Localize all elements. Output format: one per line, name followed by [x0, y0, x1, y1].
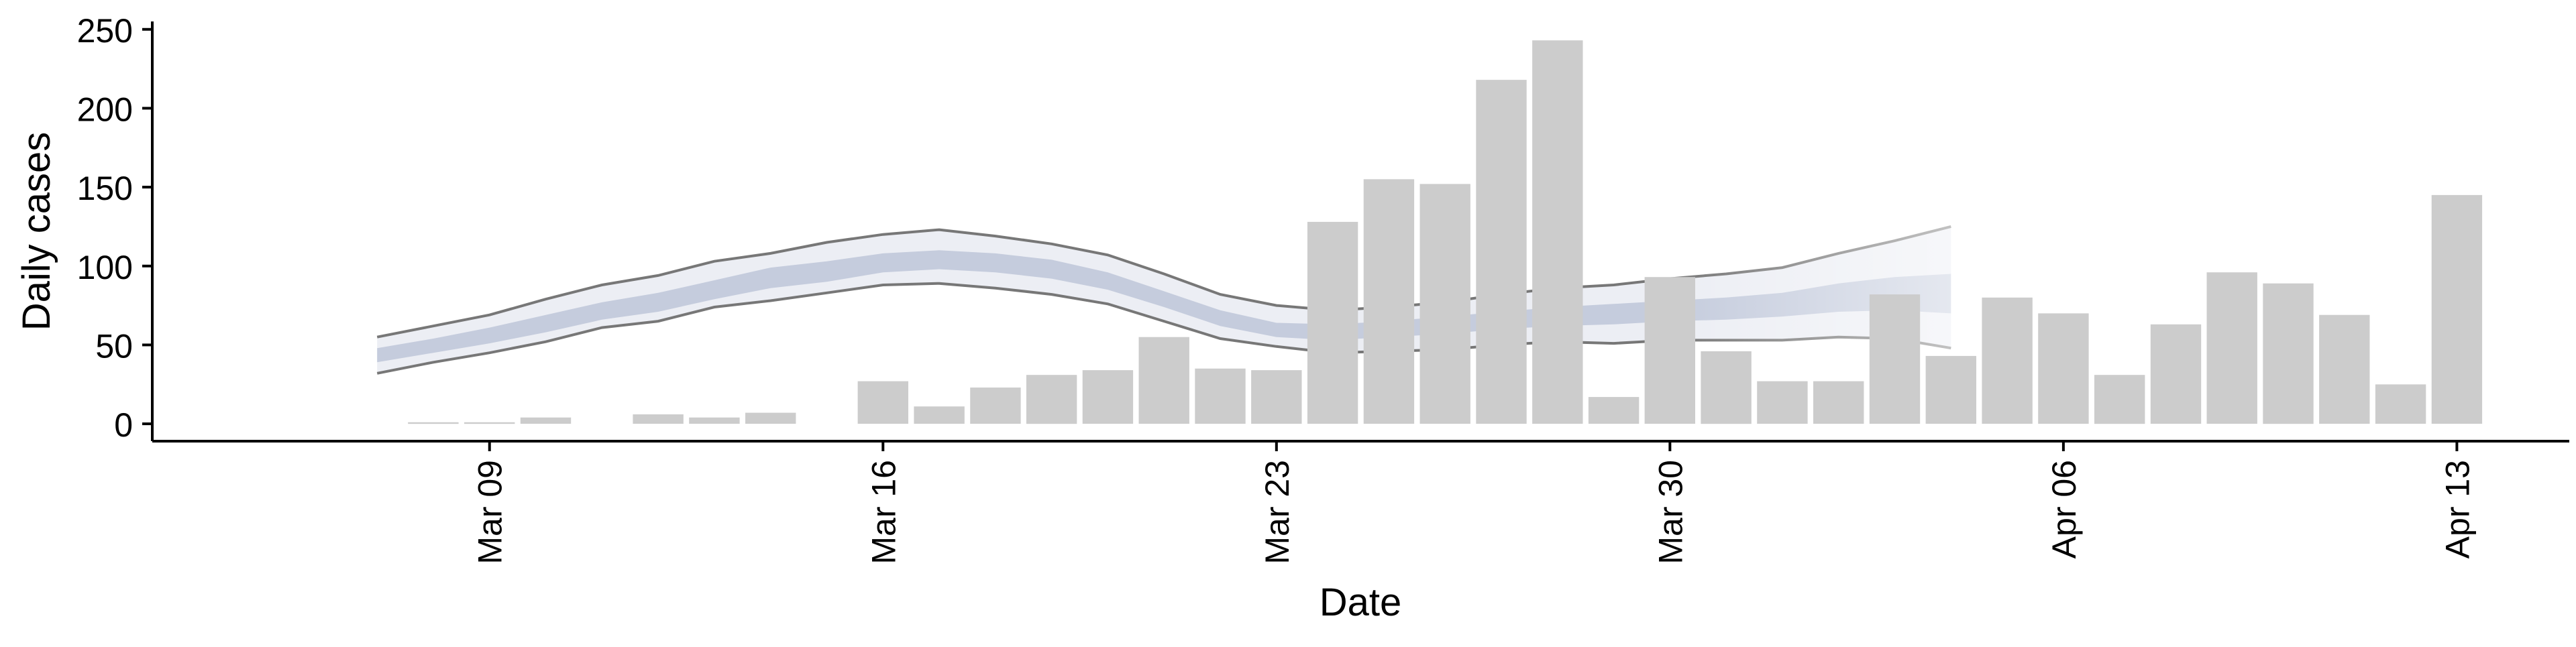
- bar: [1251, 370, 1302, 424]
- bar: [1307, 221, 1358, 424]
- x-tick-label: Mar 23: [1258, 460, 1296, 565]
- bar: [2375, 384, 2426, 424]
- x-tick-label: Mar 16: [865, 460, 902, 565]
- y-tick-label: 0: [114, 406, 133, 444]
- bar: [1532, 40, 1583, 424]
- bar: [464, 422, 515, 424]
- axes: [151, 21, 2569, 443]
- bar: [2206, 272, 2257, 424]
- bar: [408, 422, 459, 424]
- bar: [633, 414, 684, 424]
- bar: [2150, 324, 2202, 424]
- bar: [1419, 184, 1470, 424]
- x-axis-title: Date: [1320, 581, 1402, 624]
- bar: [1813, 381, 1864, 424]
- bar: [1588, 397, 1640, 424]
- y-tick-label: 250: [77, 12, 133, 50]
- x-tick-label: Mar 09: [472, 460, 509, 565]
- y-tick-label: 150: [77, 170, 133, 207]
- bar: [1476, 80, 1527, 424]
- bar: [1138, 337, 1189, 424]
- x-ticks: Mar 09 Mar 16 Mar 23 Mar 30 Apr 06 Apr 13: [472, 441, 2476, 565]
- bar: [857, 381, 908, 424]
- bar: [2263, 283, 2314, 424]
- y-ticks: 0 50 100 150 200 250: [77, 12, 152, 444]
- x-tick-label: Apr 06: [2045, 460, 2083, 558]
- bar: [2038, 313, 2089, 424]
- y-tick-label: 100: [77, 249, 133, 286]
- y-tick-label: 200: [77, 91, 133, 128]
- bar: [2094, 375, 2145, 424]
- bar: [1701, 351, 1752, 424]
- x-tick-label: Mar 30: [1652, 460, 1689, 565]
- bar: [1925, 355, 1976, 424]
- bar: [1026, 375, 1077, 424]
- bar: [914, 406, 965, 424]
- bar: [2319, 314, 2370, 424]
- bar: [2431, 194, 2483, 424]
- x-tick-label: Apr 13: [2438, 460, 2476, 558]
- bars: [408, 40, 2483, 424]
- y-axis-title: Daily cases: [15, 132, 58, 331]
- band-inner-area: [377, 250, 1951, 363]
- bar: [1082, 370, 1134, 424]
- y-tick-label: 50: [95, 327, 133, 365]
- bar: [1757, 381, 1808, 424]
- bar: [1363, 179, 1415, 424]
- bar: [970, 388, 1021, 424]
- bar: [1644, 277, 1695, 424]
- bar: [689, 417, 740, 424]
- bar: [1869, 294, 1921, 424]
- bar: [745, 412, 796, 424]
- bar: [520, 417, 572, 424]
- bar: [1195, 368, 1246, 424]
- bar: [1982, 297, 2033, 424]
